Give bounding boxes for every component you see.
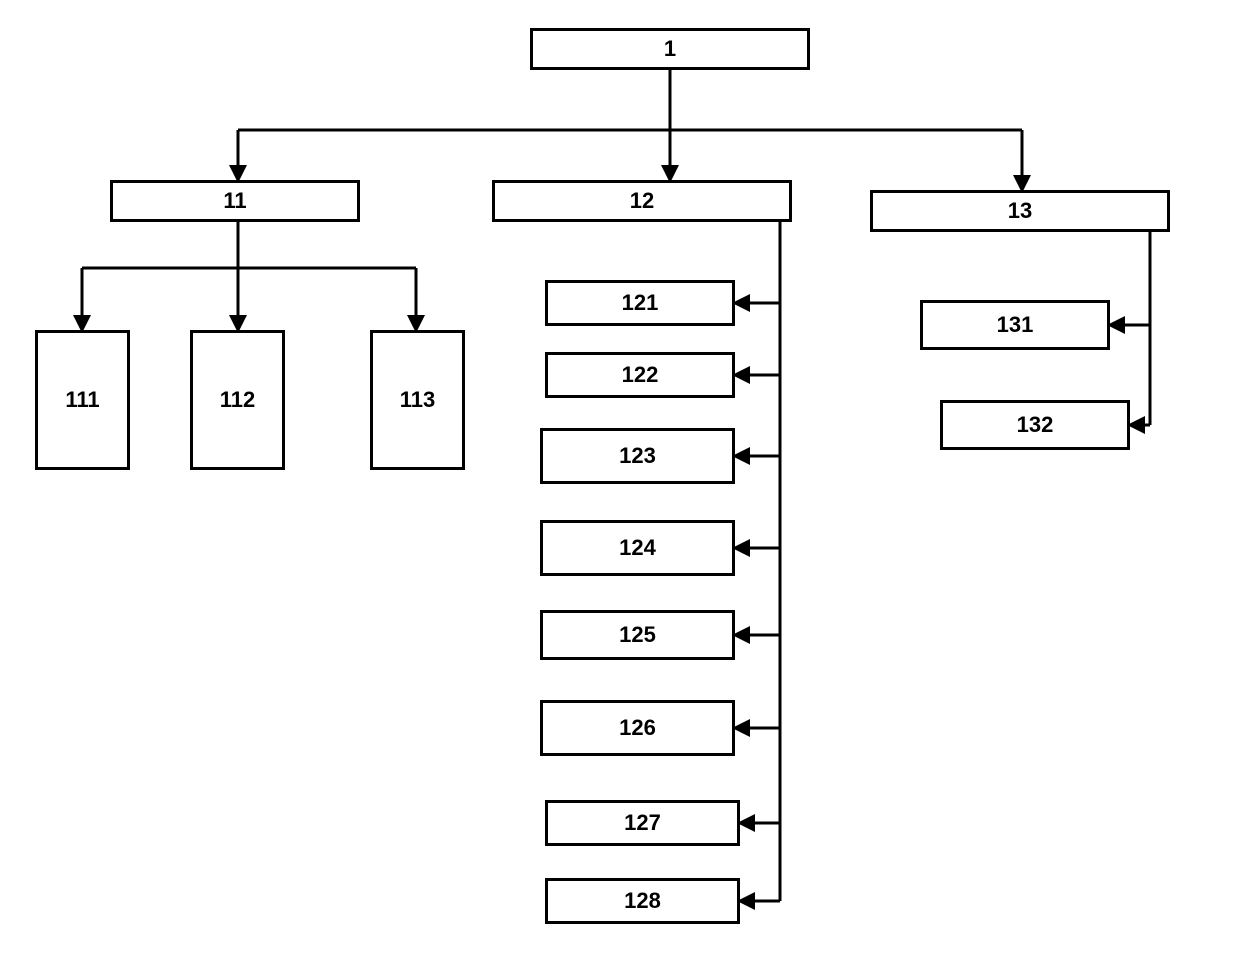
node-121: 121: [545, 280, 735, 326]
node-11: 11: [110, 180, 360, 222]
node-label: 113: [400, 387, 436, 413]
node-label: 131: [997, 312, 1034, 338]
node-122: 122: [545, 352, 735, 398]
node-12: 12: [492, 180, 792, 222]
node-123: 123: [540, 428, 735, 484]
node-label: 125: [619, 622, 656, 648]
node-label: 126: [619, 715, 656, 741]
node-label: 12: [630, 188, 654, 214]
node-label: 124: [619, 535, 656, 561]
node-label: 122: [622, 362, 659, 388]
node-label: 111: [65, 387, 99, 413]
node-label: 13: [1008, 198, 1032, 224]
node-111: 111: [35, 330, 130, 470]
node-127: 127: [545, 800, 740, 846]
node-label: 128: [624, 888, 661, 914]
node-label: 112: [220, 387, 256, 413]
node-128: 128: [545, 878, 740, 924]
node-112: 112: [190, 330, 285, 470]
node-126: 126: [540, 700, 735, 756]
node-132: 132: [940, 400, 1130, 450]
node-root: 1: [530, 28, 810, 70]
node-label: 121: [622, 290, 659, 316]
node-131: 131: [920, 300, 1110, 350]
node-label: 123: [619, 443, 656, 469]
node-125: 125: [540, 610, 735, 660]
node-113: 113: [370, 330, 465, 470]
node-124: 124: [540, 520, 735, 576]
node-label: 132: [1017, 412, 1054, 438]
node-label: 127: [624, 810, 661, 836]
node-13: 13: [870, 190, 1170, 232]
node-label: 11: [223, 188, 246, 214]
node-label: 1: [664, 36, 676, 62]
diagram-canvas: 1 11 12 13 111 112 113 121 122 123 124 1…: [0, 0, 1240, 969]
